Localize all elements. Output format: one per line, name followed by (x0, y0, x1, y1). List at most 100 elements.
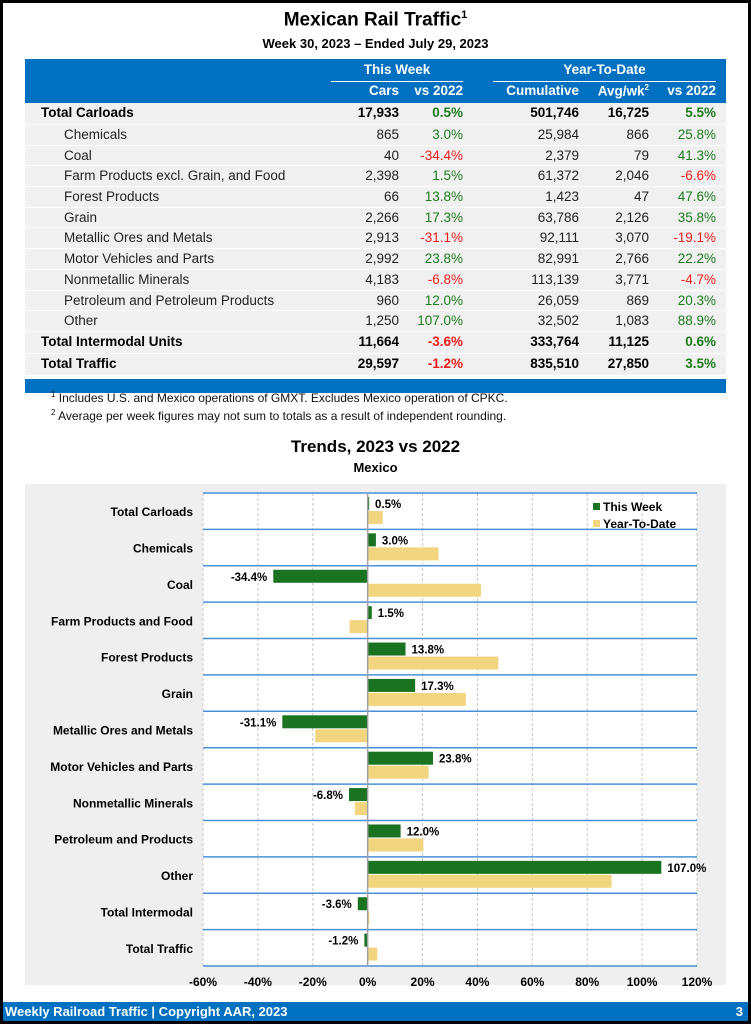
footnote-2: 2 Average per week figures may not sum t… (51, 408, 506, 423)
group-ytd-label: Year-To-Date (563, 62, 646, 77)
cell-avgwk: 47 (633, 189, 649, 205)
cell-avgwk: 3,070 (615, 230, 649, 246)
cell-cumulative: 82,991 (537, 251, 579, 267)
cell-avgwk: 11,125 (608, 333, 649, 349)
group-underline (331, 81, 463, 82)
report-page: Mexican Rail Traffic1 Week 30, 2023 – En… (3, 3, 748, 1021)
cell-cars: 66 (383, 189, 399, 205)
footer-copyright: Weekly Railroad Traffic | Copyright AAR,… (5, 1004, 288, 1019)
cell-avgwk: 866 (626, 127, 649, 142)
row-label: Motor Vehicles and Parts (64, 251, 215, 267)
cell-cars: 4,183 (365, 271, 399, 287)
cell-cumulative: 32,502 (537, 313, 579, 329)
row-label: Other (64, 313, 98, 329)
cell-cars: 11,664 (358, 333, 399, 349)
cell-vs2022-ytd: 5.5% (685, 105, 716, 120)
cell-avgwk: 2,766 (615, 251, 649, 267)
table-footer-bar (25, 378, 726, 393)
cell-avgwk: 2,126 (615, 209, 649, 225)
cell-vs2022-week: -6.8% (427, 271, 463, 287)
cell-vs2022-ytd: 47.6% (677, 189, 716, 205)
cell-vs2022-week: 17.3% (424, 209, 463, 225)
table-row: Total Traffic 29,597 -1.2% 835,510 27,850 3.5… (25, 353, 726, 376)
cell-cumulative: 501,746 (530, 105, 579, 120)
cell-vs2022-week: 0.5% (432, 105, 463, 120)
cell-cars: 2,992 (365, 251, 399, 267)
cell-avgwk: 2,046 (615, 168, 649, 184)
col-avgwk: Avg/wk2 (598, 83, 649, 99)
cell-vs2022-ytd: -4.7% (680, 271, 716, 287)
table-row: Chemicals 865 3.0% 25,984 866 25.8% (25, 125, 726, 146)
table-row: Coal 40 -34.4% 2,379 79 41.3% (25, 145, 726, 167)
col-avgwk-label: Avg/wk (597, 83, 645, 99)
table-row: Total Carloads 17,933 0.5% 501,746 16,725 5.5… (25, 103, 726, 125)
row-label: Coal (64, 147, 92, 163)
cell-vs2022-ytd: 0.6% (685, 333, 716, 349)
chart-background (25, 484, 726, 985)
group-underline (493, 81, 716, 82)
page-number: 3 (735, 1004, 743, 1019)
cell-cumulative: 92,111 (539, 230, 579, 246)
cell-vs2022-week: 12.0% (424, 292, 463, 308)
cell-vs2022-ytd: 41.3% (677, 147, 716, 163)
group-ytd: Year-To-Date (493, 62, 716, 82)
page-footer: Weekly Railroad Traffic | Copyright AAR,… (3, 1002, 748, 1021)
footnote-text: Includes U.S. and Mexico operations of G… (58, 391, 508, 405)
table-row: Metallic Ores and Metals 2,913 -31.1% 92,11… (25, 228, 726, 250)
cell-cars: 2,266 (365, 209, 399, 225)
group-this-week: This Week (331, 62, 463, 82)
cell-vs2022-ytd: 88.9% (677, 313, 716, 329)
col-vs2022-week: vs 2022 (414, 83, 463, 98)
cell-cumulative: 1,423 (545, 189, 579, 205)
row-label: Total Intermodal Units (41, 333, 183, 349)
cell-vs2022-week: -31.1% (420, 230, 463, 246)
cell-vs2022-week: -34.4% (420, 147, 463, 163)
group-this-week-label: This Week (363, 62, 431, 77)
cell-vs2022-ytd: 25.8% (677, 127, 716, 142)
cell-vs2022-week: -3.6% (427, 333, 463, 349)
col-avgwk-footnote: 2 (644, 83, 649, 92)
table-row: Grain 2,266 17.3% 63,786 2,126 35.8% (25, 207, 726, 229)
table-row: Total Intermodal Units 11,664 -3.6% 333,764… (25, 331, 726, 354)
traffic-table: This Week Year-To-Date Cars vs 2022 Cumu… (25, 59, 726, 393)
footnote-text: Average per week figures may not sum to … (58, 409, 507, 423)
row-label: Farm Products excl. Grain, and Food (64, 168, 286, 184)
cell-avgwk: 27,850 (607, 355, 649, 371)
cell-vs2022-week: -1.2% (427, 355, 463, 371)
table-body: Total Carloads 17,933 0.5% 501,746 16,725 5.5… (25, 103, 726, 376)
cell-cars: 2,398 (365, 168, 399, 184)
cell-cumulative: 61,372 (537, 168, 579, 184)
row-label: Total Carloads (41, 105, 134, 120)
cell-vs2022-ytd: 35.8% (677, 209, 716, 225)
cell-cars: 2,913 (365, 230, 399, 246)
cell-cumulative: 63,786 (537, 209, 579, 225)
cell-vs2022-week: 107.0% (417, 313, 463, 329)
cell-avgwk: 1,083 (615, 313, 649, 329)
page-subtitle: Week 30, 2023 – Ended July 29, 2023 (262, 36, 489, 51)
row-label: Nonmetallic Minerals (64, 271, 190, 287)
col-cars: Cars (368, 83, 399, 98)
page-title-text: Mexican Rail Traffic (283, 9, 462, 31)
row-label: Metallic Ores and Metals (64, 230, 213, 246)
cell-cars: 1,250 (365, 313, 399, 329)
cell-avgwk: 3,771 (615, 271, 649, 287)
cell-cumulative: 333,764 (530, 333, 579, 349)
row-label: Grain (64, 209, 98, 225)
cell-vs2022-week: 13.8% (424, 189, 463, 205)
cell-vs2022-ytd: 3.5% (685, 355, 716, 371)
cell-cumulative: 26,059 (537, 292, 579, 308)
row-label: Forest Products (64, 189, 160, 205)
cell-cumulative: 113,139 (531, 271, 579, 287)
cell-cumulative: 25,984 (537, 127, 579, 142)
chart-title: Trends, 2023 vs 2022 (290, 437, 461, 456)
cell-avgwk: 79 (633, 147, 649, 163)
cell-cars: 40 (383, 147, 399, 163)
title-footnote-mark: 1 (461, 9, 468, 21)
table-row: Petroleum and Petroleum Products 960 12.0%… (25, 290, 726, 312)
footnote-1: 1 Includes U.S. and Mexico operations of… (51, 390, 508, 405)
cell-cumulative: 2,379 (545, 147, 579, 163)
table-header: This Week Year-To-Date Cars vs 2022 Cumu… (25, 59, 726, 103)
cell-cars: 865 (376, 127, 399, 142)
footnote-mark: 1 (51, 390, 56, 399)
col-vs2022-ytd: vs 2022 (667, 83, 716, 98)
